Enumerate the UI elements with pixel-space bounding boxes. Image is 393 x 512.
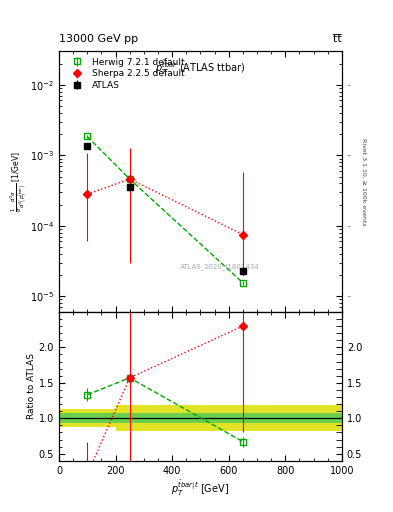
Y-axis label: $\frac{1}{\sigma}\frac{d^2\sigma}{d^2\left(p_T^{\bar{t}bar}\right)}$ [1/GeV]: $\frac{1}{\sigma}\frac{d^2\sigma}{d^2\le… bbox=[8, 151, 29, 212]
Y-axis label: Ratio to ATLAS: Ratio to ATLAS bbox=[27, 353, 36, 419]
Y-axis label: Rivet 3.1.10, ≥ 100k events: Rivet 3.1.10, ≥ 100k events bbox=[361, 138, 366, 225]
X-axis label: $p^{\bar{t}bar|t}_T$ [GeV]: $p^{\bar{t}bar|t}_T$ [GeV] bbox=[171, 478, 230, 498]
Legend: Herwig 7.2.1 default, Sherpa 2.2.5 default, ATLAS: Herwig 7.2.1 default, Sherpa 2.2.5 defau… bbox=[63, 56, 187, 92]
Text: t̅t̅: t̅t̅ bbox=[333, 33, 342, 44]
Text: 13000 GeV pp: 13000 GeV pp bbox=[59, 33, 138, 44]
Text: $p_T^{\bar{t}bar}$ (ATLAS ttbar): $p_T^{\bar{t}bar}$ (ATLAS ttbar) bbox=[155, 59, 246, 77]
Text: ATLAS_2020_I1801434: ATLAS_2020_I1801434 bbox=[180, 263, 260, 270]
